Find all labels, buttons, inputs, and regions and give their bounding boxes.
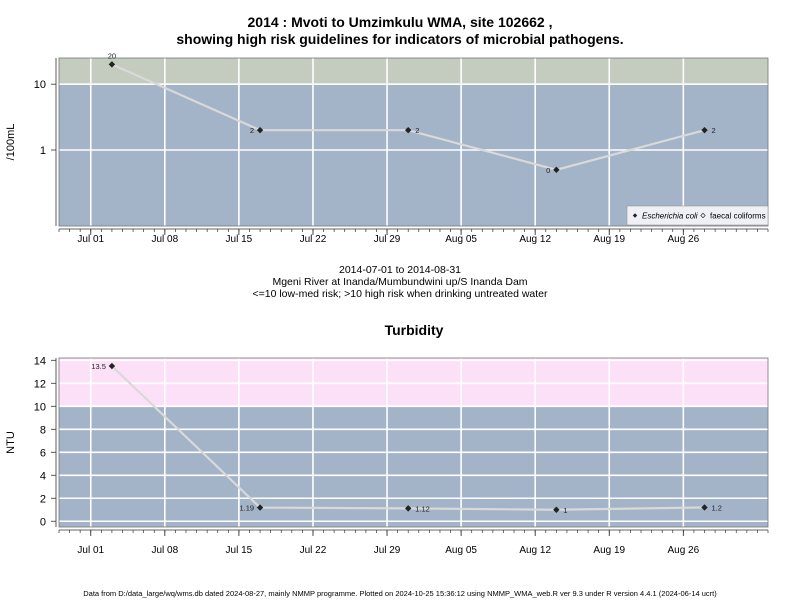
pathogen-data-label: 2 [415, 126, 419, 135]
chart-title-line1: 2014 : Mvoti to Umzimkulu WMA, site 1026… [247, 14, 553, 30]
chart-title-line2: showing high risk guidelines for indicat… [176, 31, 624, 47]
pathogen-data-point [108, 61, 116, 68]
pathogen-data-point [405, 126, 412, 134]
site-name: Mgeni River at Inanda/Mumbundwini up/S I… [272, 276, 528, 288]
pathogen-y-tick-label: 10 [34, 79, 46, 91]
legend-faecal-marker [700, 212, 706, 219]
legend-ecoli-marker [632, 213, 638, 218]
pathogen-data-point [553, 166, 560, 174]
turbidity-high-risk-band [59, 358, 768, 407]
turbidity-data-label: 1.19 [239, 504, 254, 513]
turbidity-data-label: 1.12 [415, 504, 430, 513]
turbidity-x-tick-label: Aug 26 [667, 545, 699, 556]
turbidity-data-label: 1.2 [712, 503, 722, 512]
pathogen-data-label: 2 [712, 126, 716, 135]
turbidity-x-tick-label: Jul 15 [226, 545, 253, 556]
turbidity-x-tick-label: Jul 01 [77, 545, 104, 556]
turbidity-y-tick-label: 10 [34, 401, 46, 413]
pathogen-x-tick-label: Aug 05 [445, 234, 477, 245]
turbidity-x-tick-label: Aug 05 [445, 545, 477, 556]
date-range: 2014-07-01 to 2014-08-31 [338, 264, 461, 276]
pathogen-data-point [256, 126, 264, 134]
turbidity-x-tick-label: Jul 29 [374, 545, 401, 556]
footer-note: Data from D:/data_large/wq/wms.db dated … [83, 589, 717, 598]
turbidity-data-point [108, 362, 116, 370]
turbidity-y-axis-label: NTU [5, 431, 17, 454]
turbidity-y-tick-label: 2 [40, 493, 46, 505]
turbidity-data-label: 1 [563, 506, 567, 515]
turbidity-y-tick-label: 4 [40, 470, 46, 482]
pathogen-plot-frame [58, 57, 769, 227]
risk-note: <=10 low-med risk; >10 high risk when dr… [252, 288, 548, 300]
turbidity-x-tick-label: Jul 22 [300, 545, 327, 556]
turbidity-plot-frame [58, 357, 769, 528]
turbidity-y-tick-label: 14 [34, 355, 46, 367]
turbidity-y-tick-label: 6 [40, 447, 46, 459]
turbidity-y-tick-label: 8 [40, 424, 46, 436]
pathogen-x-tick-label: Jul 22 [300, 234, 327, 245]
turbidity-data-point [256, 504, 264, 511]
legend-ecoli-label: Escherichia coli [642, 212, 698, 221]
pathogen-x-tick-label: Jul 15 [226, 234, 253, 245]
pathogen-x-tick-label: Jul 01 [77, 234, 104, 245]
turbidity-y-tick-label: 12 [34, 378, 46, 390]
pathogen-data-point [701, 126, 708, 134]
turbidity-x-tick-label: Aug 12 [519, 545, 551, 556]
turbidity-data-point [701, 504, 708, 511]
turbidity-panel-title: Turbidity [385, 322, 444, 338]
turbidity-x-tick-label: Aug 19 [593, 545, 625, 556]
turbidity-data-label: 13.5 [91, 362, 106, 371]
pathogen-y-axis-label: /100mL [5, 124, 17, 161]
pathogen-data-label: 2 [250, 126, 254, 135]
turbidity-y-tick-label: 0 [40, 516, 46, 528]
pathogen-data-label: 0 [546, 166, 550, 175]
pathogen-low-risk-band [59, 84, 768, 226]
legend-faecal-label: faecal coliforms [710, 212, 766, 221]
pathogen-x-tick-label: Aug 26 [667, 234, 699, 245]
turbidity-data-point [553, 506, 560, 513]
pathogen-x-tick-label: Aug 19 [593, 234, 625, 245]
turbidity-x-tick-label: Jul 08 [151, 545, 178, 556]
pathogen-x-tick-label: Jul 08 [151, 234, 178, 245]
turbidity-data-point [405, 505, 412, 512]
turbidity-low-risk-band [59, 406, 768, 527]
pathogen-high-risk-band [59, 58, 768, 85]
pathogen-y-tick-label: 1 [40, 145, 46, 157]
pathogen-x-tick-label: Aug 12 [519, 234, 551, 245]
legend-box [626, 205, 769, 226]
pathogen-x-tick-label: Jul 29 [374, 234, 401, 245]
pathogen-data-label: 20 [108, 51, 116, 60]
